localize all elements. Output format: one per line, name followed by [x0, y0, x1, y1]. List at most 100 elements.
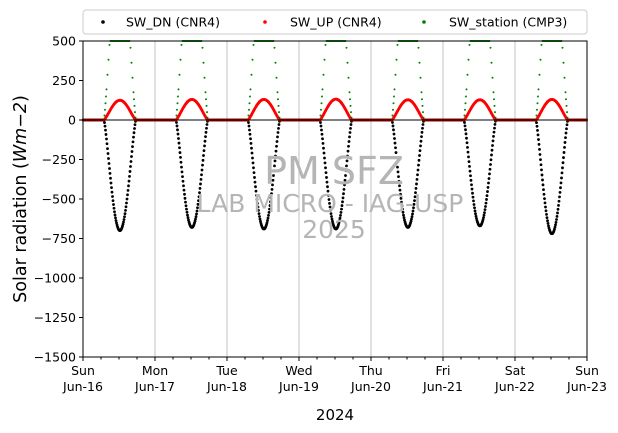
x-tick-label-date: Jun-20 [350, 379, 391, 394]
sw-dn-point [195, 212, 198, 216]
x-tick-label-day: Sat [505, 363, 526, 378]
sw-dn-point [491, 144, 494, 147]
sw-dn-point [481, 218, 485, 222]
sw-dn-point [112, 203, 115, 206]
sw-dn-point [558, 190, 562, 194]
sw-station-point [563, 76, 566, 79]
sw-dn-point [111, 199, 115, 203]
sw-station-point [248, 108, 250, 111]
sw-dn-point [258, 215, 261, 218]
sw-dn-point [103, 121, 106, 124]
x-tick-label-date: Jun-18 [206, 379, 247, 394]
sw-dn-point [344, 174, 347, 177]
sw-dn-point [415, 182, 418, 186]
sw-dn-point [490, 153, 493, 157]
sw-dn-point [413, 199, 416, 203]
sw-dn-point [198, 191, 201, 195]
sw-dn-point [202, 154, 205, 157]
sw-station-point [348, 91, 351, 94]
sw-dn-point [113, 213, 117, 217]
sw-dn-point [252, 166, 255, 170]
sw-dn-point [473, 209, 477, 213]
sw-dn-point [464, 132, 468, 136]
sw-dn-point [126, 193, 129, 197]
sw-dn-point [341, 200, 344, 204]
sw-dn-point [417, 158, 421, 162]
sw-dn-point [200, 173, 203, 177]
sw-dn-point [564, 136, 567, 140]
sw-dn-point [133, 123, 137, 127]
sw-dn-point [183, 192, 186, 196]
sw-station-point [562, 61, 565, 64]
sw-station-point [566, 116, 569, 119]
sw-dn-point [274, 149, 278, 153]
sw-dn-point [132, 131, 136, 135]
sw-dn-point [347, 140, 351, 143]
sw-dn-point [175, 121, 178, 124]
sw-station-point [492, 91, 495, 94]
sw-dn-point [253, 180, 257, 184]
sw-station-point [133, 98, 135, 101]
sw-station-point [345, 46, 348, 49]
sw-dn-point [544, 209, 548, 213]
sw-dn-point [270, 187, 274, 191]
sw-dn-point [320, 128, 323, 132]
sw-dn-point [342, 187, 346, 191]
y-tick-label: −500 [42, 192, 76, 207]
sw-station-point [206, 116, 209, 119]
sw-station-point [131, 76, 134, 79]
sw-dn-point [470, 187, 474, 191]
sw-dn-point [131, 145, 134, 149]
sw-station-point [275, 76, 278, 79]
sw-dn-point [338, 216, 342, 220]
sw-dn-point [556, 211, 559, 215]
sw-station-point [177, 88, 180, 91]
sw-dn-point [482, 213, 486, 217]
sw-dn-point [128, 174, 131, 178]
sw-dn-point [275, 144, 278, 148]
sw-dn-point [130, 150, 134, 153]
sw-dn-point [473, 206, 476, 210]
sw-dn-point [271, 183, 274, 187]
sw-dn-point [197, 199, 200, 203]
sw-station-point [566, 111, 568, 114]
sw-dn-point [256, 201, 259, 205]
sw-dn-point [490, 148, 494, 152]
sw-station-point [536, 108, 538, 111]
sw-dn-point [106, 152, 110, 155]
sw-dn-point [277, 123, 281, 126]
sw-dn-point [419, 139, 423, 143]
sw-dn-point [540, 168, 543, 172]
sw-dn-point [561, 161, 565, 165]
sw-dn-point [420, 130, 424, 134]
sw-station-point [422, 116, 425, 119]
sw-dn-point [562, 156, 565, 159]
sw-dn-point [485, 194, 489, 198]
sw-station-point [205, 98, 207, 101]
sw-dn-point [410, 217, 413, 221]
sw-station-point [206, 111, 208, 114]
sw-dn-point [470, 183, 473, 187]
sw-dn-point [194, 217, 197, 221]
sw-station-point [104, 108, 106, 111]
sw-dn-point [398, 188, 402, 192]
sw-dn-point [540, 173, 544, 177]
sw-dn-point [196, 206, 199, 210]
sw-dn-point [485, 198, 488, 201]
sw-station-point [177, 95, 179, 98]
sw-dn-point [337, 221, 341, 225]
x-tick-label-day: Tue [215, 363, 238, 378]
sw-station-point [467, 58, 470, 61]
sw-dn-point [346, 149, 350, 153]
sw-dn-point [565, 123, 569, 127]
sw-dn-point [251, 156, 254, 160]
sw-dn-point [270, 192, 273, 196]
sw-dn-point [402, 216, 406, 220]
sw-dn-point [275, 140, 279, 143]
sw-dn-point [341, 196, 345, 200]
sw-dn-point [487, 181, 490, 185]
x-tick-label-day: Sun [575, 363, 599, 378]
sw-dn-point [414, 186, 418, 190]
sw-station-point [249, 88, 252, 91]
sw-dn-point [564, 131, 568, 135]
